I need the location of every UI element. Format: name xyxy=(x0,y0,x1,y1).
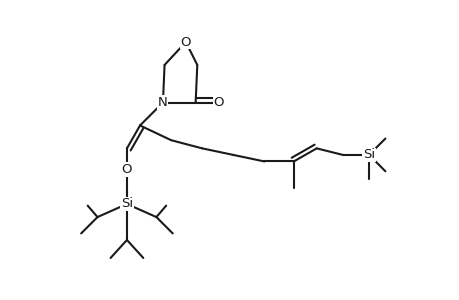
Text: Si: Si xyxy=(362,148,374,161)
Text: N: N xyxy=(158,96,168,109)
Text: Si: Si xyxy=(121,197,133,211)
Text: O: O xyxy=(122,163,132,176)
Text: O: O xyxy=(213,96,224,109)
Text: O: O xyxy=(180,35,190,49)
